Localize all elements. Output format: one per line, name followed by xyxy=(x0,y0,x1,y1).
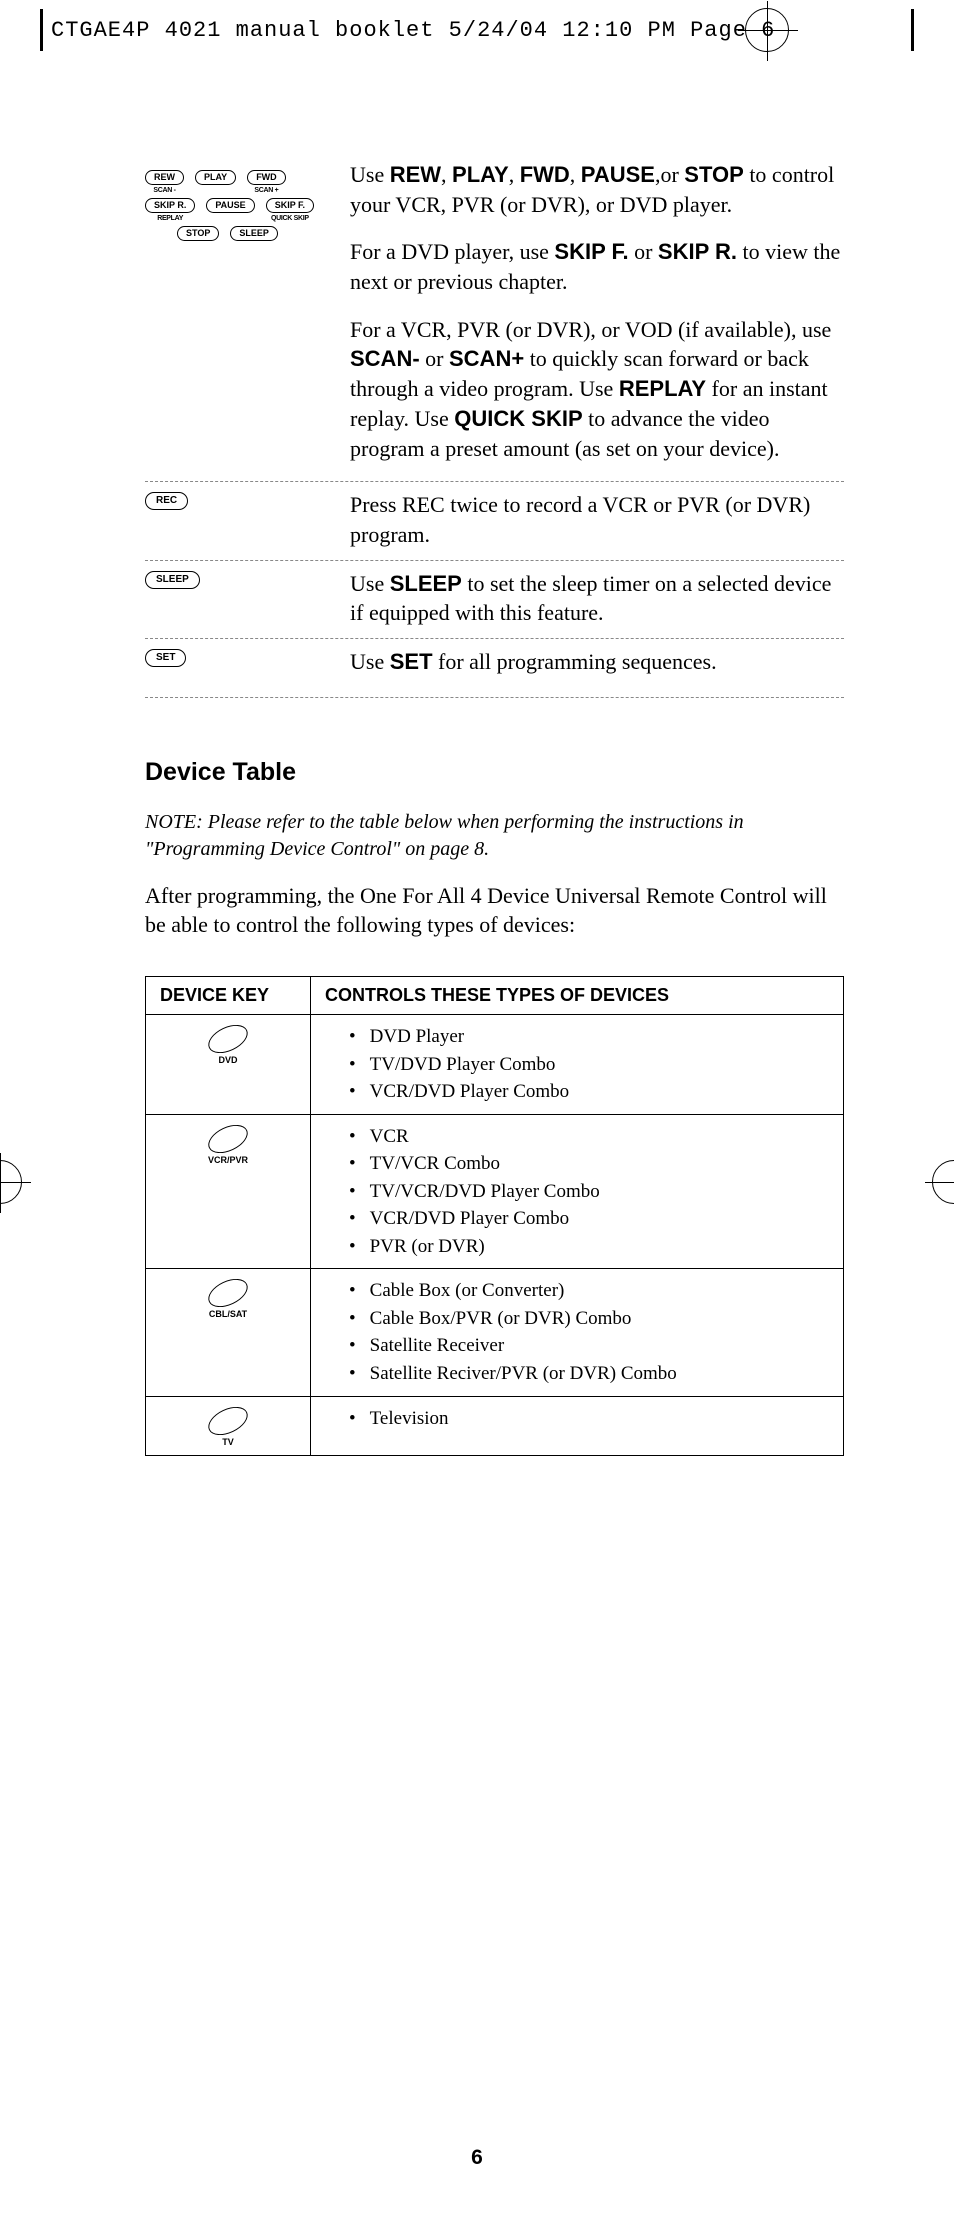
remote-btn-stop: STOP xyxy=(177,226,219,241)
page-number: 6 xyxy=(0,2146,954,2170)
table-row: CBL/SAT Cable Box (or Converter)Cable Box… xyxy=(146,1269,844,1396)
device-key-label: DVD xyxy=(160,1055,296,1065)
device-key-label: VCR/PVR xyxy=(160,1155,296,1165)
remote-btn-sleep: SLEEP xyxy=(230,226,278,241)
th-controls: CONTROLS THESE TYPES OF DEVICES xyxy=(311,977,844,1015)
device-list-item: TV/VCR Combo xyxy=(349,1150,829,1178)
device-list-item: Cable Box (or Converter) xyxy=(349,1277,829,1305)
device-table-note: NOTE: Please refer to the table below wh… xyxy=(145,809,844,863)
table-row: DVD DVD PlayerTV/DVD Player ComboVCR/DVD … xyxy=(146,1015,844,1115)
set-text: Use SET for all programming sequences. xyxy=(350,647,844,677)
crop-header-text: CTGAE4P 4021 manual booklet 5/24/04 12:1… xyxy=(51,18,775,43)
device-list-item: VCR/DVD Player Combo xyxy=(349,1205,829,1233)
device-key-label: CBL/SAT xyxy=(160,1309,296,1319)
crop-mark-right xyxy=(932,1160,954,1204)
remote-btn-play: PLAY xyxy=(195,170,236,194)
device-list-item: Cable Box/PVR (or DVR) Combo xyxy=(349,1305,829,1333)
rec-button-icon: REC xyxy=(145,492,188,510)
device-list-item: DVD Player xyxy=(349,1023,829,1051)
device-list-item: Television xyxy=(349,1405,829,1433)
table-row: TV Television xyxy=(146,1396,844,1455)
para-skip: For a DVD player, use SKIP F. or SKIP R.… xyxy=(350,237,844,296)
device-list-item: Satellite Receiver xyxy=(349,1332,829,1360)
rec-text: Press REC twice to record a VCR or PVR (… xyxy=(350,490,844,549)
remote-btn-rew: REWSCAN - xyxy=(145,170,184,194)
device-list-item: Satellite Reciver/PVR (or DVR) Combo xyxy=(349,1360,829,1388)
device-key-icon xyxy=(204,1401,252,1441)
sleep-text: Use SLEEP to set the sleep timer on a se… xyxy=(350,569,844,628)
device-list-item: PVR (or DVR) xyxy=(349,1233,829,1261)
crop-mark-left xyxy=(0,1160,22,1204)
device-key-icon xyxy=(204,1019,252,1059)
device-key-icon xyxy=(204,1119,252,1159)
set-button-icon: SET xyxy=(145,649,186,667)
device-list-item: TV/DVD Player Combo xyxy=(349,1051,829,1079)
device-key-icon xyxy=(204,1274,252,1314)
remote-btn-skipf: SKIP F.QUICK SKIP xyxy=(266,198,314,222)
section-transport-controls: Use REW, PLAY, FWD, PAUSE,or STOP to con… xyxy=(350,160,844,463)
th-device-key: DEVICE KEY xyxy=(146,977,311,1015)
para-scan: For a VCR, PVR (or DVR), or VOD (if avai… xyxy=(350,315,844,463)
device-list-item: TV/VCR/DVD Player Combo xyxy=(349,1178,829,1206)
crop-header: CTGAE4P 4021 manual booklet 5/24/04 12:1… xyxy=(0,0,954,60)
remote-btn-skipr: SKIP R.REPLAY xyxy=(145,198,195,222)
device-table: DEVICE KEY CONTROLS THESE TYPES OF DEVIC… xyxy=(145,976,844,1456)
device-list-item: VCR xyxy=(349,1123,829,1151)
remote-btn-pause: PAUSE xyxy=(206,198,254,222)
sleep-button-icon: SLEEP xyxy=(145,571,200,589)
device-key-label: TV xyxy=(160,1437,296,1447)
table-row: VCR/PVR VCRTV/VCR ComboTV/VCR/DVD Player … xyxy=(146,1114,844,1269)
device-table-header: Device Table xyxy=(145,758,844,787)
para-transport: Use REW, PLAY, FWD, PAUSE,or STOP to con… xyxy=(350,160,844,219)
remote-btn-fwd: FWDSCAN + xyxy=(247,170,286,194)
device-list-item: VCR/DVD Player Combo xyxy=(349,1078,829,1106)
device-table-intro: After programming, the One For All 4 Dev… xyxy=(145,881,844,940)
remote-button-grid: REWSCAN - PLAY FWDSCAN + SKIP R.REPLAY PAUS… xyxy=(145,170,335,245)
